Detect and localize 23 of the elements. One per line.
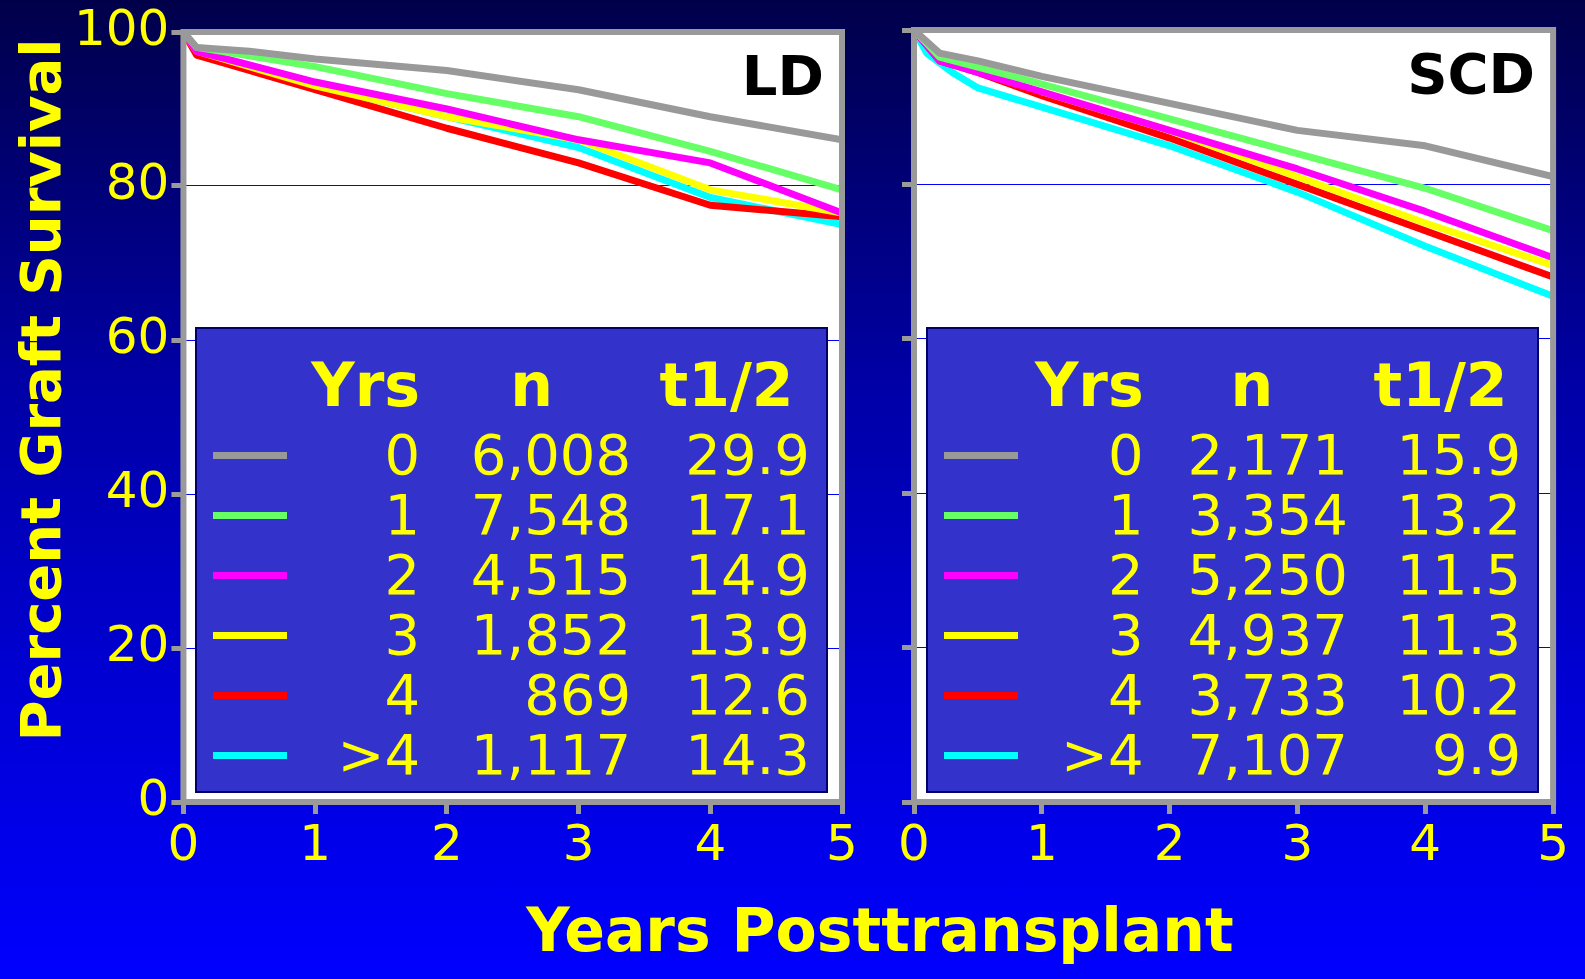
y-axis-title: Percent Graft Survival [7, 38, 73, 742]
y-tick-label: 60 [105, 306, 170, 365]
chart-title: SCD [1407, 40, 1536, 106]
x-tick-label: 3 [1281, 813, 1314, 872]
x-tick-label: 2 [1153, 813, 1186, 872]
x-tick-label: 4 [1409, 813, 1442, 872]
x-tick-label: 4 [694, 813, 727, 872]
text: Yrs n t1/2 [1034, 350, 1508, 420]
y-tick-label: 100 [74, 0, 170, 57]
y-tick-label: 20 [105, 614, 170, 673]
x-tick-label: 2 [430, 813, 463, 872]
x-tick-label: 5 [826, 813, 858, 872]
x-tick-label: 0 [898, 813, 930, 872]
y-tick-label: 40 [105, 460, 170, 519]
y-tick-label: 80 [105, 152, 170, 211]
x-tick-label: 1 [1025, 813, 1058, 872]
x-tick-label: 1 [299, 813, 332, 872]
x-tick-label: 3 [562, 813, 595, 872]
x-tick-label: 5 [1537, 813, 1569, 872]
text: Yrs n t1/2 [311, 350, 794, 420]
x-axis-title: Years Posttransplant [525, 895, 1235, 965]
y-tick-label: 0 [137, 768, 170, 827]
chart-title: LD [741, 42, 824, 108]
